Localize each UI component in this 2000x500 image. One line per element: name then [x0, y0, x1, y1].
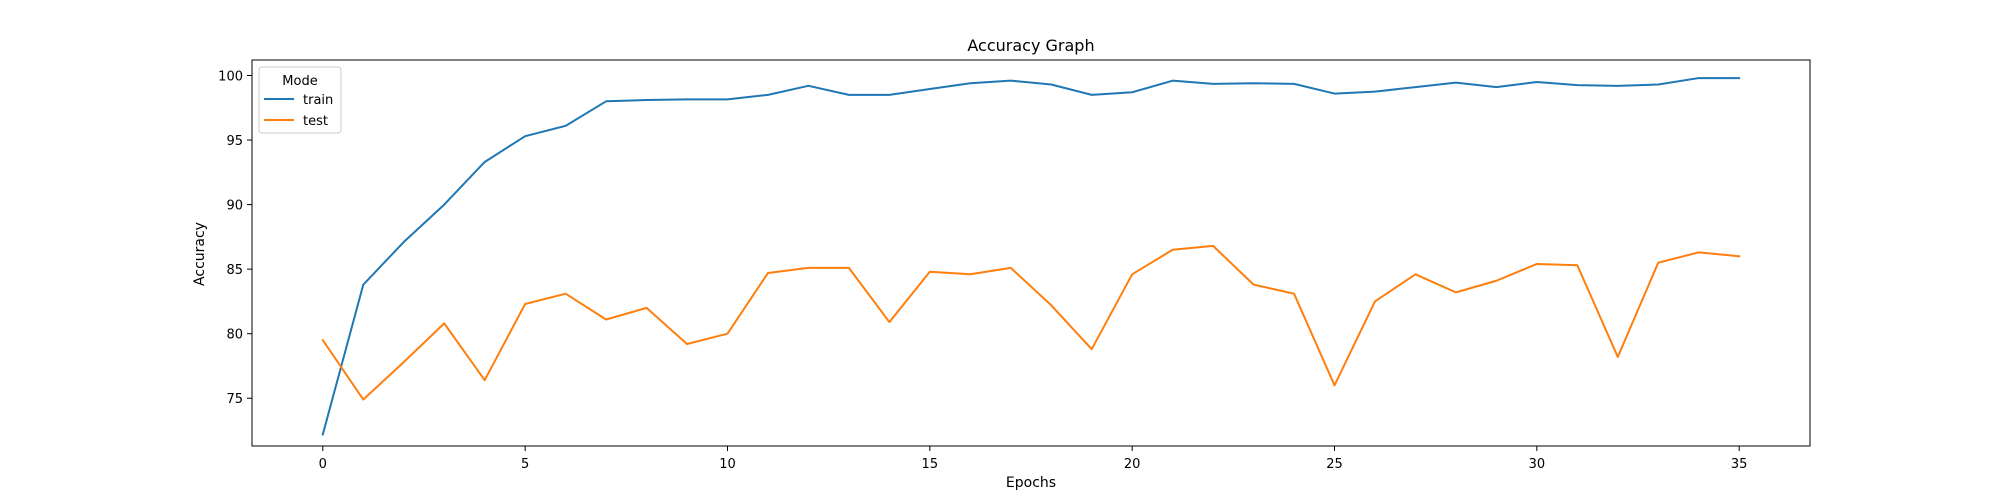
x-tick-label: 5 — [521, 457, 529, 472]
series-line-train — [321, 77, 1741, 436]
x-tick-label: 35 — [1731, 457, 1748, 472]
x-axis-label: Epochs — [1006, 475, 1056, 491]
y-tick-label: 75 — [226, 392, 243, 407]
x-axis-ticks: 0 5 10 15 20 25 30 35 — [319, 446, 1748, 472]
x-tick-label: 25 — [1326, 457, 1343, 472]
legend-label-train: train — [303, 93, 333, 108]
y-tick-label: 85 — [226, 263, 243, 278]
chart-legend: Mode train test — [258, 66, 342, 134]
plot-area-frame — [251, 59, 1811, 447]
y-axis-label: Accuracy — [192, 222, 208, 286]
legend-label-test: test — [303, 114, 328, 129]
chart-title: Accuracy Graph — [967, 36, 1094, 55]
legend-box — [258, 66, 342, 134]
x-tick-label: 20 — [1124, 457, 1141, 472]
x-tick-label: 10 — [719, 457, 736, 472]
y-tick-label: 100 — [218, 69, 243, 84]
y-tick-label: 95 — [226, 134, 243, 149]
legend-title: Mode — [282, 74, 317, 89]
x-tick-label: 30 — [1529, 457, 1546, 472]
series-line-test — [321, 244, 1741, 401]
x-tick-label: 0 — [319, 457, 327, 472]
y-tick-label: 90 — [226, 199, 243, 214]
y-axis-ticks: 75 80 85 90 95 100 — [218, 69, 252, 407]
x-tick-label: 15 — [922, 457, 939, 472]
data-series-group — [321, 77, 1741, 436]
y-tick-label: 80 — [226, 328, 243, 343]
